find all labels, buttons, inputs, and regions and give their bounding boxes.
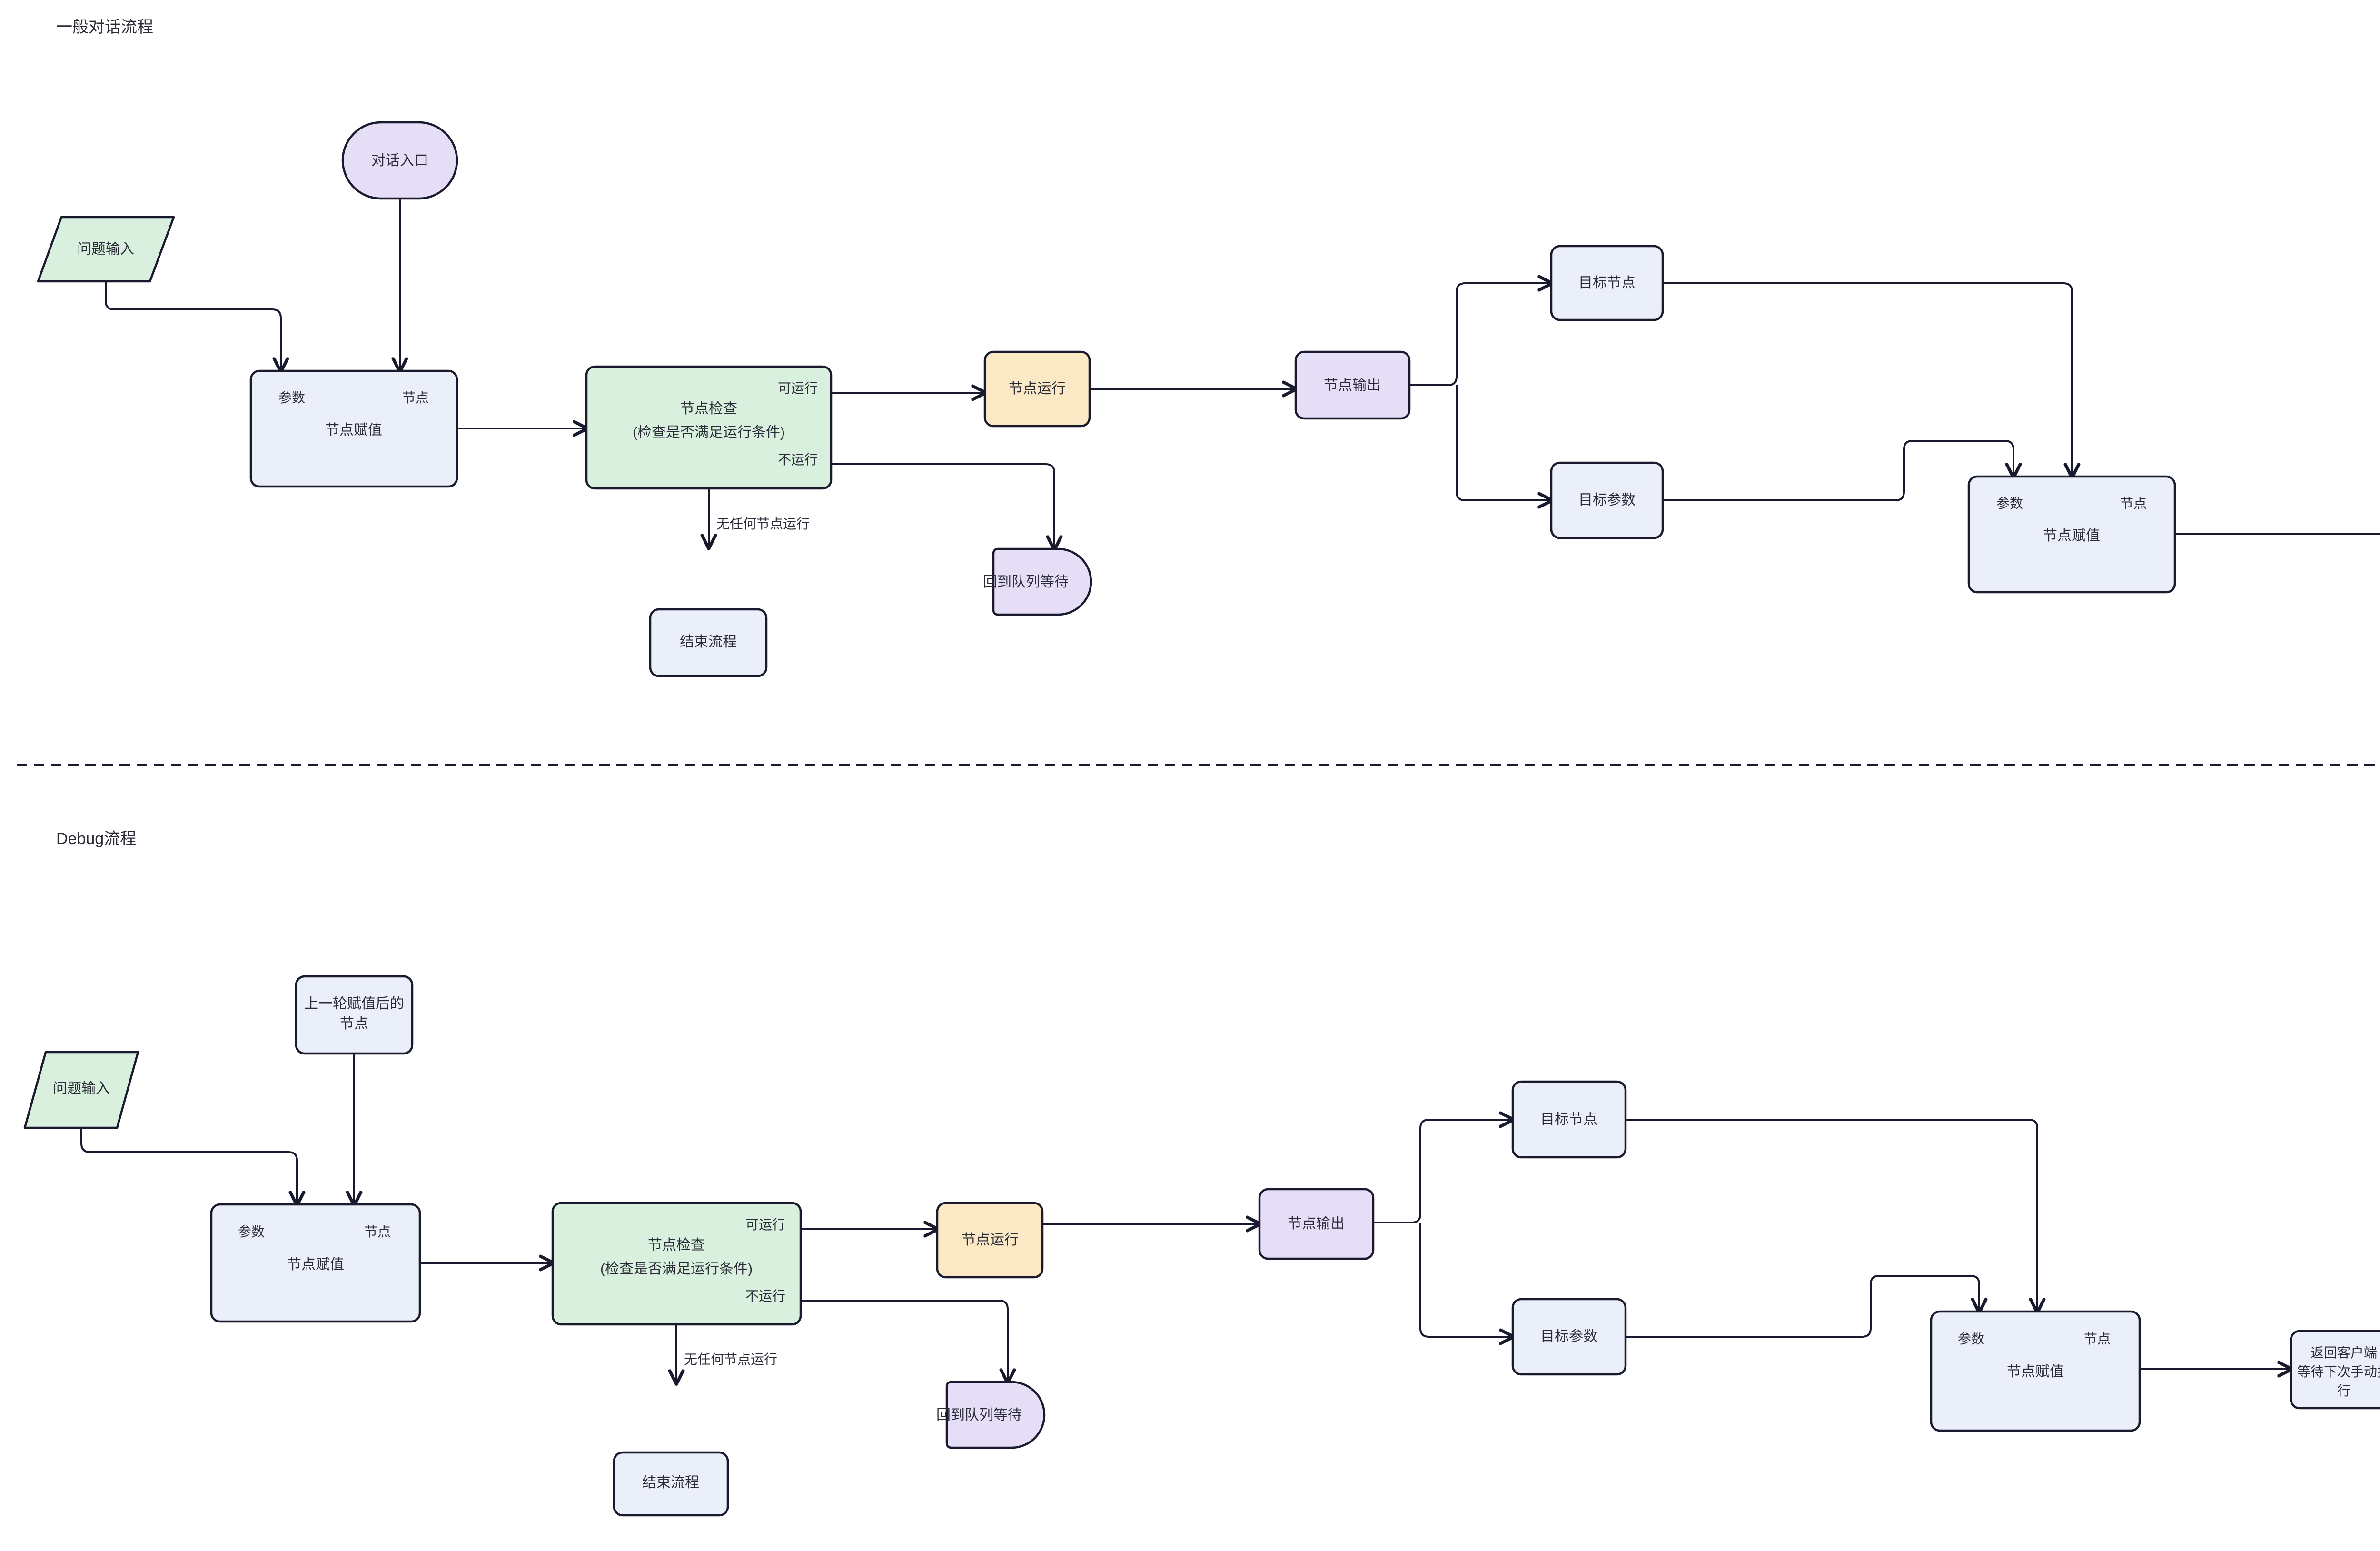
svg-text:回到队列等待: 回到队列等待 <box>936 1407 1022 1423</box>
svg-text:节点: 节点 <box>2084 1332 2111 1346</box>
svg-text:返回客户端: 返回客户端 <box>2311 1345 2377 1360</box>
svg-text:(检查是否满足运行条件): (检查是否满足运行条件) <box>600 1261 753 1277</box>
svg-text:Debug流程: Debug流程 <box>56 830 136 848</box>
svg-text:目标参数: 目标参数 <box>1578 492 1636 508</box>
svg-text:目标节点: 目标节点 <box>1578 275 1636 291</box>
svg-text:问题输入: 问题输入 <box>53 1081 110 1096</box>
svg-text:对话入口: 对话入口 <box>371 153 428 169</box>
svg-text:等待下次手动执: 等待下次手动执 <box>2297 1364 2380 1379</box>
svg-text:节点赋值: 节点赋值 <box>2043 528 2100 544</box>
svg-text:(检查是否满足运行条件): (检查是否满足运行条件) <box>633 425 785 440</box>
svg-text:不运行: 不运行 <box>745 1289 785 1303</box>
svg-text:节点输出: 节点输出 <box>1324 378 1381 393</box>
svg-text:参数: 参数 <box>278 390 305 405</box>
svg-text:结束流程: 结束流程 <box>680 634 737 650</box>
svg-text:节点赋值: 节点赋值 <box>287 1257 344 1273</box>
svg-text:节点: 节点 <box>2120 496 2147 511</box>
svg-text:目标参数: 目标参数 <box>1540 1329 1597 1344</box>
svg-text:可运行: 可运行 <box>745 1217 785 1232</box>
svg-text:行: 行 <box>2337 1383 2350 1398</box>
svg-text:结束流程: 结束流程 <box>642 1475 699 1491</box>
svg-text:节点运行: 节点运行 <box>962 1232 1019 1248</box>
svg-text:参数: 参数 <box>1958 1332 1984 1346</box>
svg-text:回到队列等待: 回到队列等待 <box>983 574 1069 590</box>
svg-text:节点输出: 节点输出 <box>1288 1216 1345 1232</box>
svg-text:问题输入: 问题输入 <box>77 241 134 257</box>
svg-text:节点检查: 节点检查 <box>648 1237 705 1253</box>
svg-text:无任何节点运行: 无任何节点运行 <box>716 517 810 531</box>
svg-text:节点: 节点 <box>340 1016 368 1032</box>
svg-text:节点检查: 节点检查 <box>680 401 737 417</box>
svg-text:参数: 参数 <box>238 1224 265 1239</box>
svg-text:节点运行: 节点运行 <box>1009 381 1066 397</box>
svg-text:节点: 节点 <box>402 390 429 405</box>
svg-text:节点赋值: 节点赋值 <box>2007 1364 2064 1380</box>
svg-text:目标节点: 目标节点 <box>1540 1112 1597 1127</box>
svg-text:无任何节点运行: 无任何节点运行 <box>684 1352 777 1367</box>
svg-text:上一轮赋值后的: 上一轮赋值后的 <box>304 996 404 1012</box>
svg-text:节点赋值: 节点赋值 <box>325 422 382 438</box>
svg-text:不运行: 不运行 <box>778 452 818 467</box>
svg-text:参数: 参数 <box>1996 496 2023 511</box>
svg-text:一般对话流程: 一般对话流程 <box>56 18 153 36</box>
svg-text:节点: 节点 <box>364 1224 391 1239</box>
svg-text:可运行: 可运行 <box>778 381 818 396</box>
